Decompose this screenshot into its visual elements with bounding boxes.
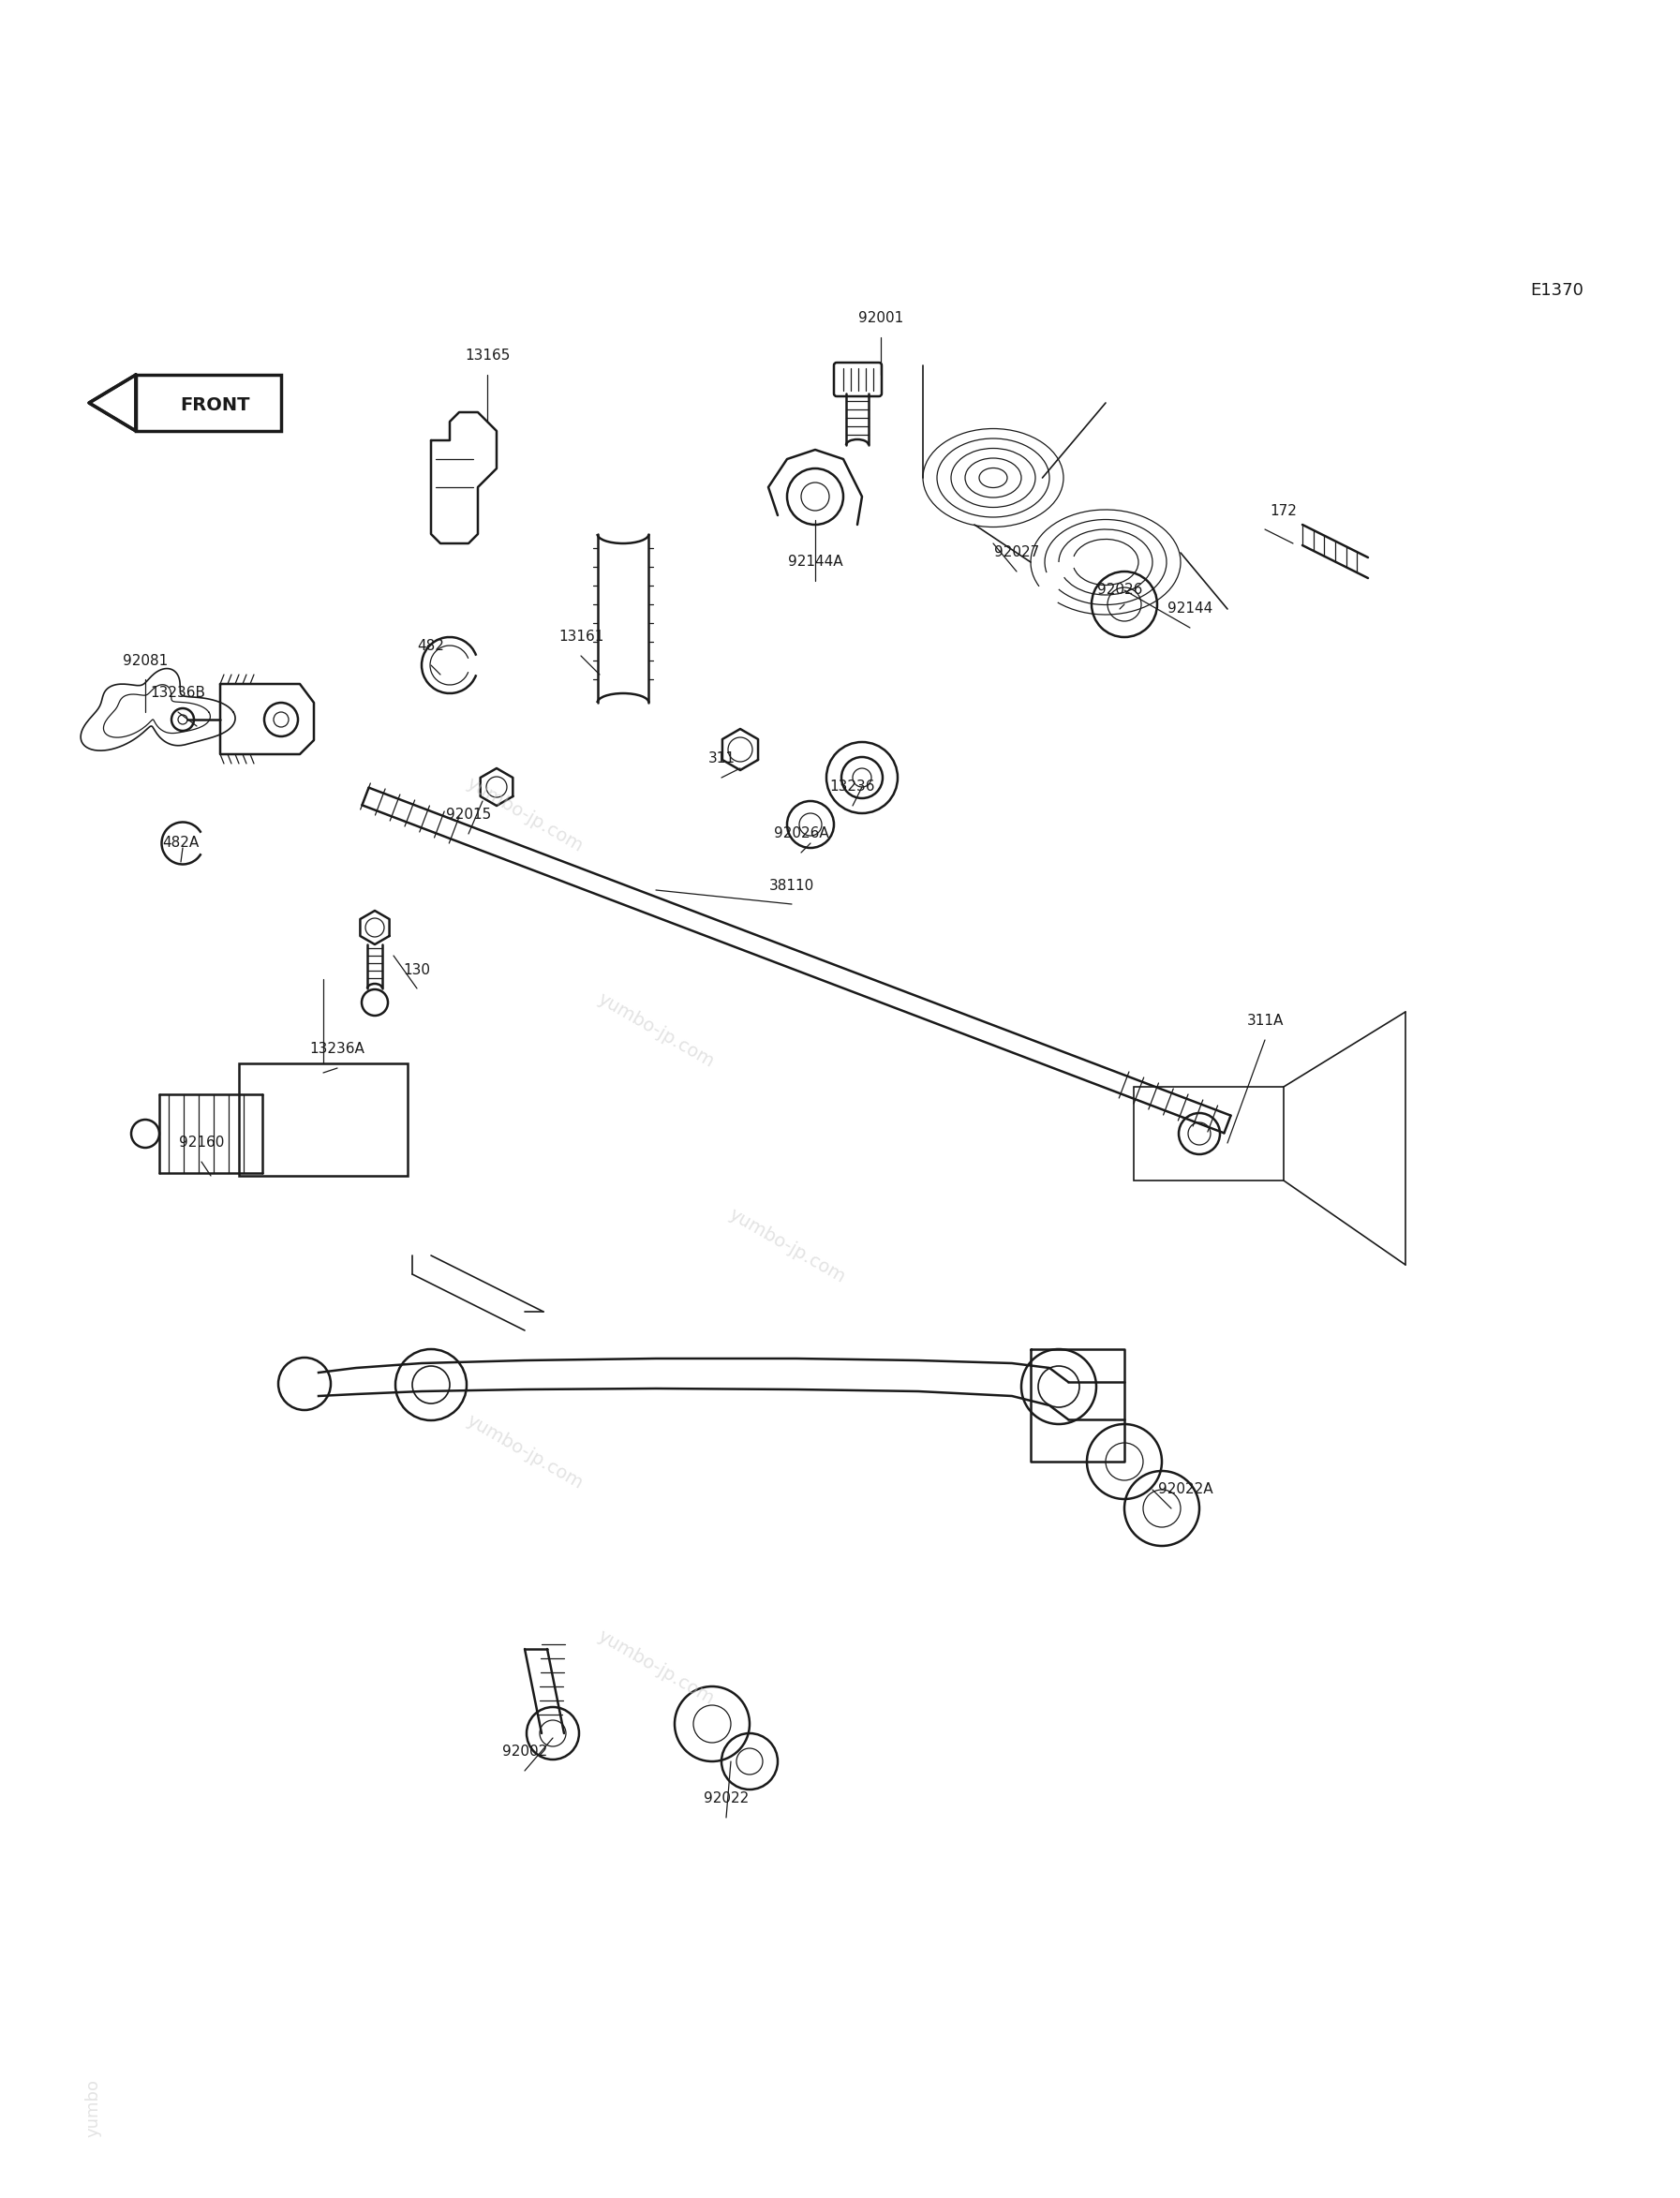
Text: 13236: 13236	[830, 780, 875, 793]
Text: 13165: 13165	[465, 349, 511, 363]
Text: 38110: 38110	[769, 879, 815, 892]
Text: 482A: 482A	[163, 835, 200, 851]
Text: 311: 311	[707, 752, 736, 765]
FancyBboxPatch shape	[136, 376, 281, 431]
Text: yumbo-jp.com: yumbo-jp.com	[595, 989, 717, 1070]
Text: 311A: 311A	[1247, 1013, 1284, 1029]
Text: 92026: 92026	[1097, 582, 1142, 598]
Text: yumbo-jp.com: yumbo-jp.com	[595, 1627, 717, 1708]
Text: 92027: 92027	[995, 545, 1040, 560]
Text: 92144: 92144	[1168, 602, 1213, 615]
Text: 92026A: 92026A	[773, 826, 828, 842]
Text: yumbo-jp.com: yumbo-jp.com	[464, 774, 586, 855]
FancyBboxPatch shape	[833, 363, 882, 396]
Text: 92002: 92002	[502, 1745, 548, 1758]
Text: 13236B: 13236B	[151, 686, 205, 701]
Text: yumbo: yumbo	[86, 2079, 102, 2136]
Text: 92022: 92022	[704, 1791, 749, 1807]
Text: 482: 482	[418, 640, 445, 653]
Text: yumbo-jp.com: yumbo-jp.com	[464, 1411, 586, 1492]
Text: 92144A: 92144A	[788, 556, 843, 569]
Text: 92015: 92015	[445, 809, 491, 822]
Text: 13236A: 13236A	[309, 1042, 365, 1057]
Polygon shape	[89, 376, 136, 431]
Bar	[239, 1064, 408, 1176]
Text: FRONT: FRONT	[181, 396, 250, 413]
Text: 130: 130	[403, 963, 430, 976]
Text: 92160: 92160	[178, 1136, 223, 1150]
Text: yumbo-jp.com: yumbo-jp.com	[726, 1205, 848, 1286]
Text: 92001: 92001	[858, 312, 904, 325]
Text: 92081: 92081	[123, 653, 168, 668]
Bar	[1134, 1086, 1284, 1180]
Text: 92022A: 92022A	[1158, 1484, 1213, 1497]
Text: E1370: E1370	[1530, 281, 1584, 299]
Text: 13161: 13161	[558, 631, 603, 644]
Text: 172: 172	[1270, 503, 1297, 519]
